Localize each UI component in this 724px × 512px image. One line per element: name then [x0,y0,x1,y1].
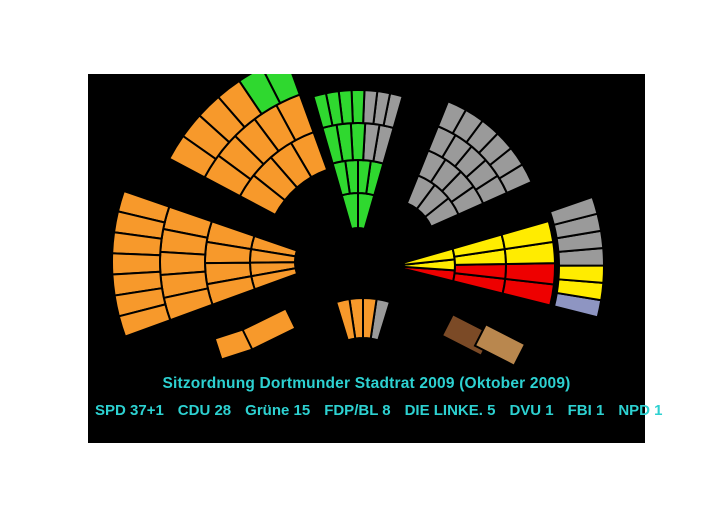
seat-gruene [312,92,334,130]
bottom-center-block [334,296,392,342]
spd-loose-seat-2 [241,307,297,351]
seat-spd [167,134,218,179]
seat-cdu [548,195,599,227]
legend-item-die-linke: DIE LINKE. 5 [404,402,496,419]
legend-item-gr-ne: Grüne 15 [245,402,311,419]
seat-spd [117,303,172,338]
seating-chart [111,74,606,368]
seat-cdu [436,99,468,135]
seat-gruene [340,191,359,231]
npd-seat [473,322,527,368]
seat-spd [334,297,357,342]
fdp-linke-right-block [402,219,556,307]
legend-item-npd: NPD 1 [618,402,663,419]
spd-upper-left-block [167,74,329,217]
spd-left-block [111,189,299,338]
seat-gruene [357,191,376,231]
chart-title: Sitzordnung Dortmunder Stadtrat 2009 (Ok… [162,375,571,392]
seat-fdp [500,219,555,251]
legend-item-cdu: CDU 28 [177,402,232,419]
legend-item-dvu: DVU 1 [509,402,554,419]
seat-gruene [264,74,302,105]
right-outer-ring [548,195,606,319]
legend-item-fdp-bl: FDP/BL 8 [324,402,391,419]
gruene-center-block [312,89,404,231]
cdu-right-block [405,99,533,229]
legend: SPD 37+1 CDU 28 Grüne 15 FDP/BL 8 DIE LINKE.… [88,402,663,419]
chart-canvas: Sitzordnung Dortmunder Stadtrat 2009 (Ok… [88,74,663,443]
legend-item-spd: SPD 37+1 [95,402,164,419]
seat-fdp [557,264,606,284]
legend-item-fbi: FBI 1 [567,402,605,419]
